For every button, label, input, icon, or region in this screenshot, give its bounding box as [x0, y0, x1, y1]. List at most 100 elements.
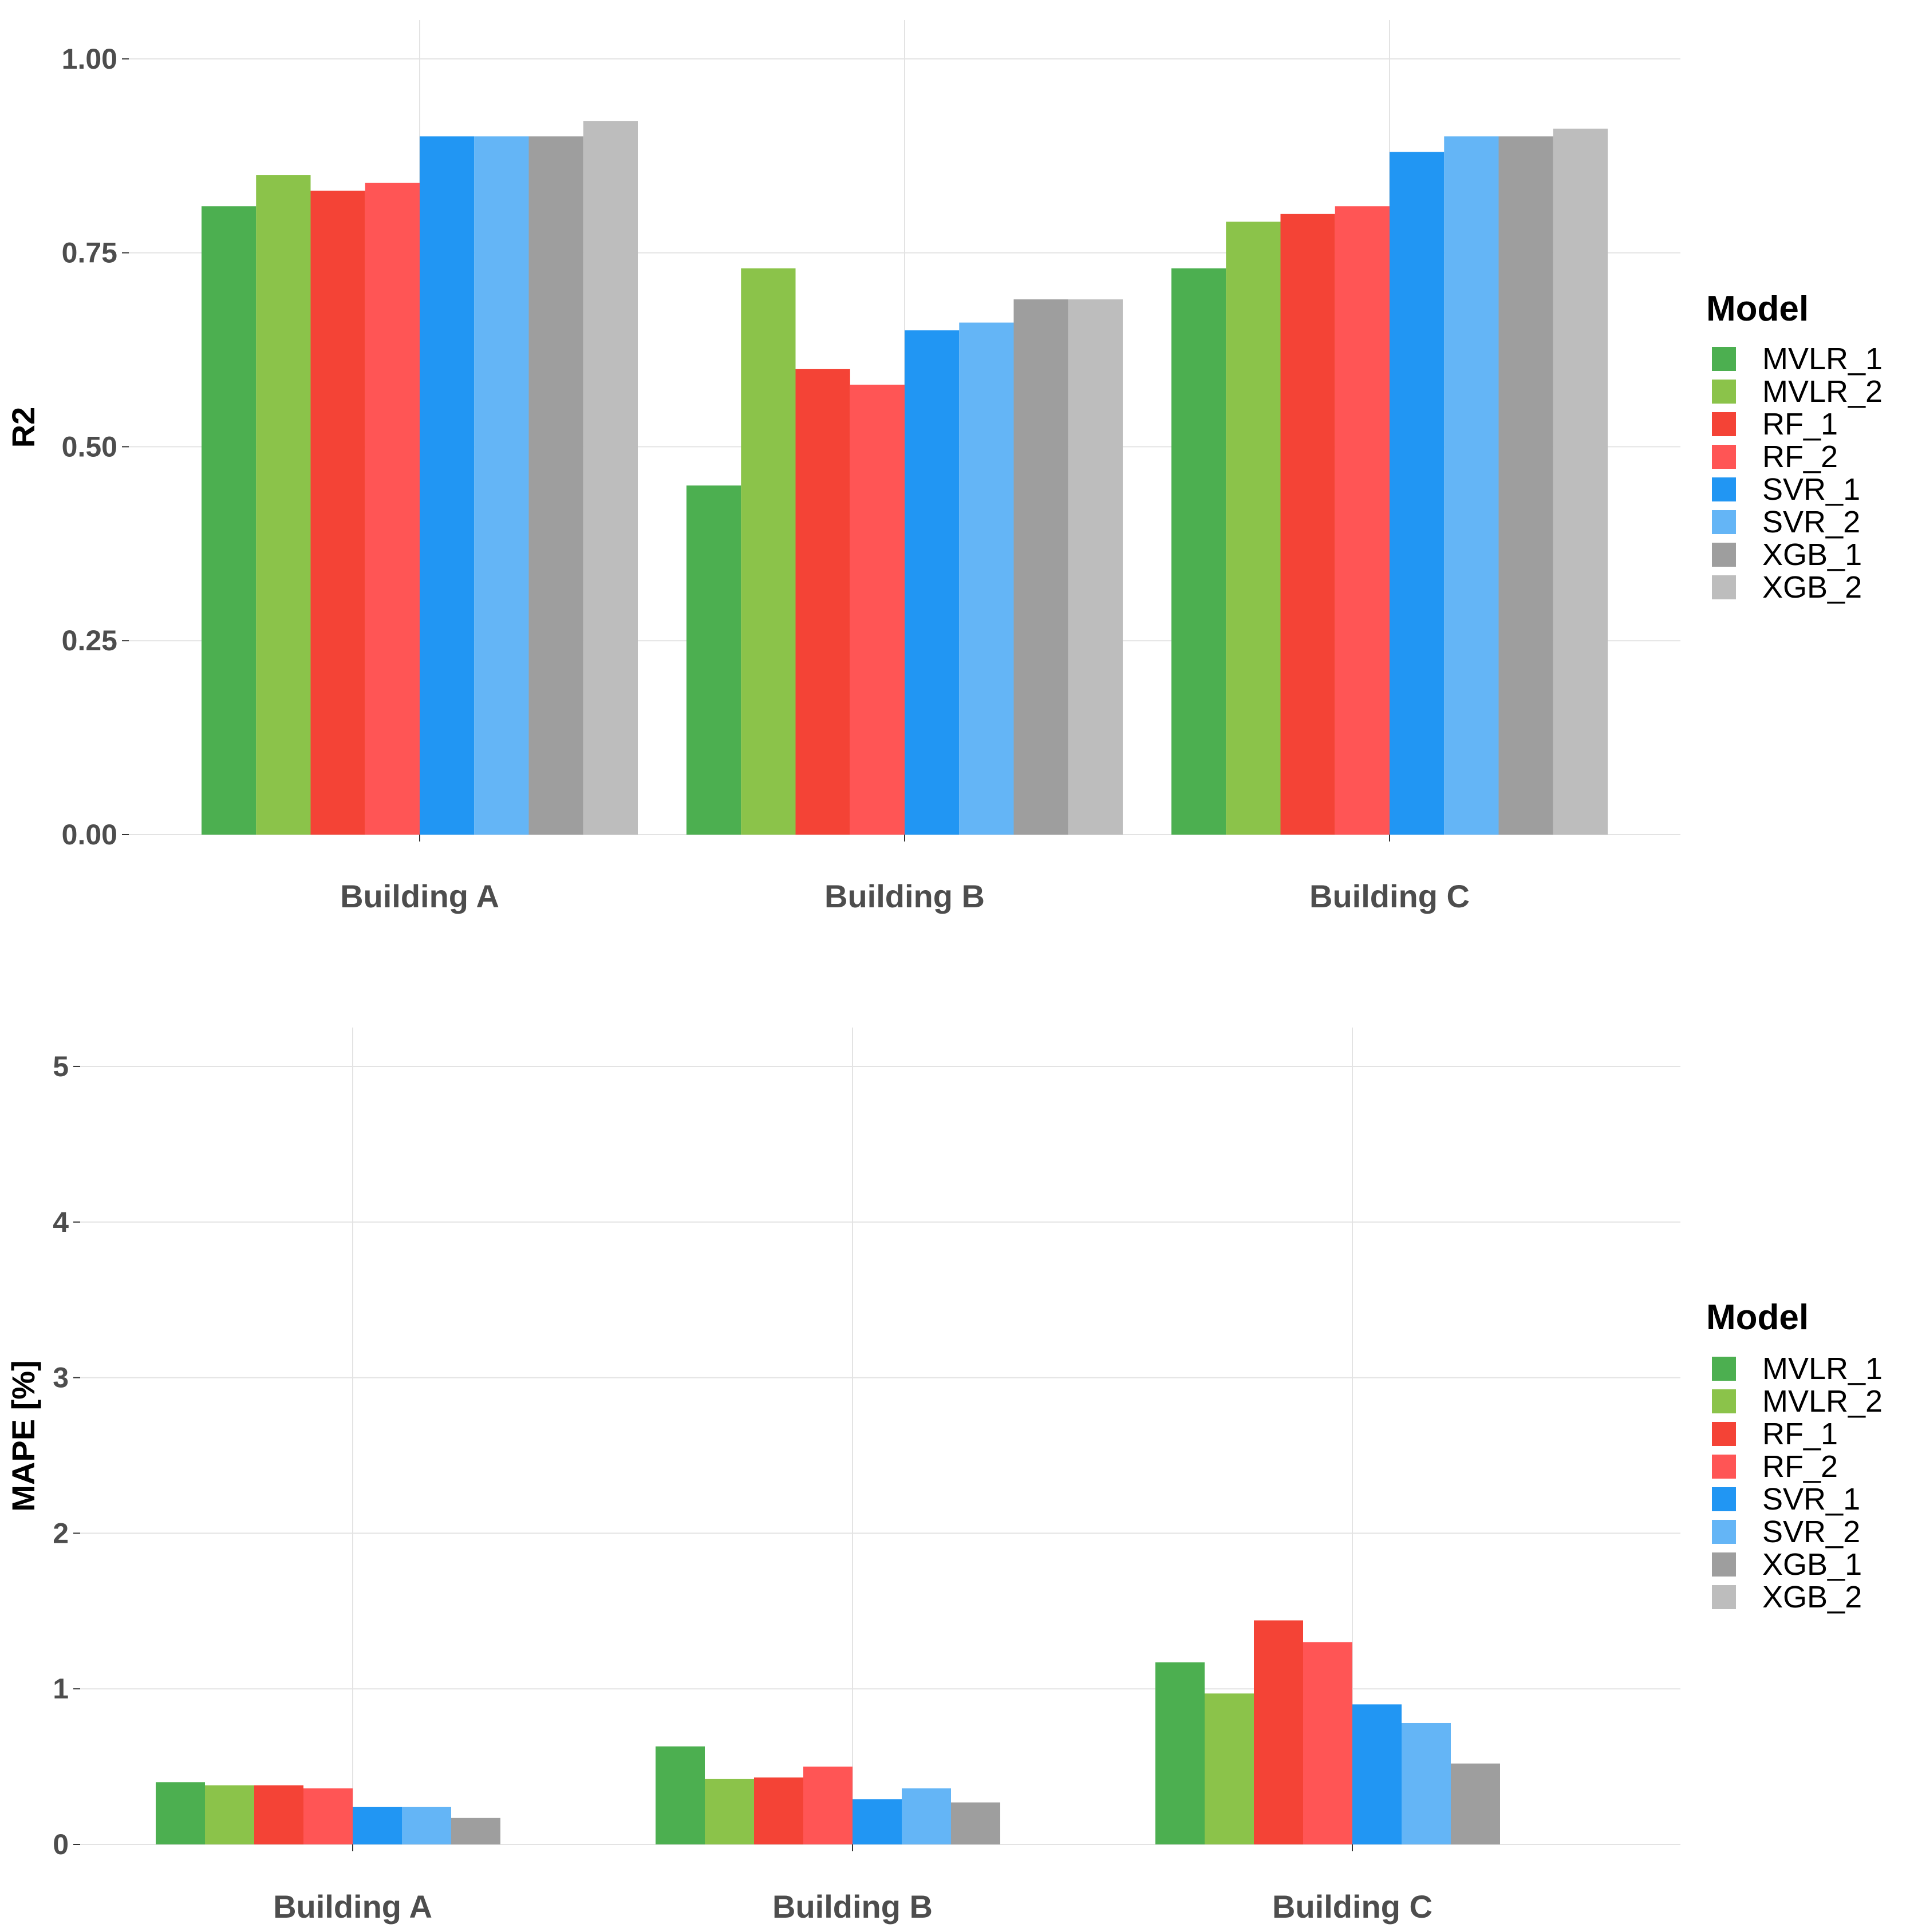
legend-label: SVR_1 [1762, 472, 1860, 507]
bar-svr-2 [474, 136, 529, 835]
legend-swatch [1712, 1585, 1736, 1609]
bar-mvlr-1 [656, 1746, 705, 1844]
r2-chart-panel: 0.00 0.25 0.50 0.75 1.00 Building A Building B… [5, 20, 1883, 914]
y-tick-label: 0.25 [62, 625, 117, 657]
bar-mvlr-1 [1171, 268, 1226, 835]
y-axis-title: R2 [5, 407, 41, 448]
bar-rf-1 [1254, 1620, 1303, 1844]
bar-xgb-1 [1451, 1763, 1500, 1844]
legend-label: RF_1 [1762, 407, 1838, 441]
legend-label: RF_2 [1762, 1449, 1838, 1484]
bar-svr-1 [853, 1799, 902, 1844]
y-tick-label: 0.00 [62, 819, 117, 851]
bar-xgb-1 [528, 136, 583, 835]
bar-xgb-2 [1068, 299, 1123, 835]
bar-svr-1 [1352, 1704, 1402, 1844]
y-tick-label: 0 [53, 1828, 69, 1860]
y-tick-label: 1.00 [62, 43, 117, 75]
bar-svr-2 [1444, 136, 1499, 835]
legend-label: SVR_2 [1762, 505, 1860, 539]
x-category-label: Building C [1272, 1888, 1433, 1925]
legend-swatch [1712, 575, 1736, 599]
bar-xgb-1 [1498, 136, 1553, 835]
bar-mvlr-2 [1226, 222, 1281, 835]
legend-swatch [1712, 380, 1736, 404]
x-category-label: Building A [273, 1888, 432, 1925]
bar-rf-1 [754, 1777, 803, 1844]
bar-rf-1 [795, 369, 850, 835]
legend-swatch [1712, 1389, 1736, 1413]
legend-label: MVLR_2 [1762, 1384, 1883, 1419]
legend-swatch [1712, 1520, 1736, 1544]
bar-rf-2 [850, 384, 905, 835]
bar-mvlr-1 [156, 1782, 205, 1844]
bar-svr-1 [420, 136, 475, 835]
x-category-label: Building B [772, 1888, 933, 1925]
legend-swatch [1712, 1552, 1736, 1577]
bar-mvlr-1 [202, 206, 256, 835]
bar-svr-2 [902, 1788, 951, 1844]
x-category-label: Building B [824, 878, 985, 914]
y-tick-label: 2 [53, 1517, 69, 1549]
bar-svr-2 [959, 322, 1014, 835]
legend-swatch [1712, 543, 1736, 567]
bar-xgb-1 [451, 1818, 500, 1844]
bar-rf-2 [1335, 206, 1390, 835]
bar-rf-2 [303, 1788, 353, 1844]
legend-label: SVR_1 [1762, 1482, 1860, 1516]
legend-title: Model [1706, 1298, 1809, 1337]
legend-title: Model [1706, 289, 1809, 329]
mape-chart-panel: 0 1 2 3 4 5 Building A Building B Building C MAPE… [5, 1028, 1883, 1925]
bar-svr-2 [402, 1807, 451, 1844]
legend: Model MVLR_1MVLR_2RF_1RF_2SVR_1SVR_2XGB_1… [1706, 1298, 1883, 1614]
bar-mvlr-2 [256, 175, 311, 835]
legend-swatch [1712, 412, 1736, 436]
legend-label: XGB_1 [1762, 538, 1862, 572]
legend-label: RF_2 [1762, 440, 1838, 474]
y-tick-label: 0.75 [62, 237, 117, 269]
legend-swatch [1712, 1357, 1736, 1381]
bar-mvlr-2 [741, 268, 796, 835]
bar-svr-1 [353, 1807, 402, 1844]
legend-swatch [1712, 1422, 1736, 1446]
y-axis-title: MAPE [%] [5, 1360, 41, 1511]
bar-mvlr-1 [1155, 1662, 1205, 1844]
legend-swatch [1712, 1487, 1736, 1511]
legend-swatch [1712, 1455, 1736, 1479]
bar-svr-2 [1402, 1722, 1451, 1844]
bar-mvlr-2 [205, 1785, 254, 1844]
legend: Model MVLR_1MVLR_2RF_1RF_2SVR_1SVR_2XGB_1… [1706, 289, 1883, 605]
bar-mvlr-2 [705, 1779, 754, 1844]
legend-label: MVLR_1 [1762, 342, 1883, 376]
x-category-label: Building A [340, 878, 499, 914]
legend-label: XGB_1 [1762, 1547, 1862, 1582]
legend-label: MVLR_2 [1762, 374, 1883, 409]
legend-label: SVR_2 [1762, 1515, 1860, 1549]
y-tick-label: 4 [53, 1206, 69, 1238]
legend-label: MVLR_1 [1762, 1352, 1883, 1386]
legend-swatch [1712, 477, 1736, 501]
bar-rf-2 [1303, 1642, 1352, 1844]
x-category-label: Building C [1309, 878, 1470, 914]
bar-xgb-1 [951, 1802, 1000, 1844]
bar-rf-2 [803, 1767, 853, 1844]
bar-rf-2 [365, 183, 420, 835]
bar-mvlr-2 [1205, 1693, 1254, 1844]
bar-svr-1 [1390, 152, 1445, 835]
y-tick-label: 0.50 [62, 430, 117, 463]
bar-rf-1 [310, 191, 365, 835]
y-tick-label: 1 [53, 1673, 69, 1705]
legend-swatch [1712, 445, 1736, 469]
y-tick-label: 5 [53, 1050, 69, 1082]
legend-label: XGB_2 [1762, 570, 1862, 605]
legend-swatch [1712, 347, 1736, 371]
legend-label: XGB_2 [1762, 1580, 1862, 1614]
legend-swatch [1712, 510, 1736, 534]
bar-mvlr-1 [686, 485, 741, 835]
bar-xgb-2 [583, 121, 638, 835]
legend-label: RF_1 [1762, 1417, 1838, 1451]
bar-svr-1 [905, 330, 960, 835]
bar-xgb-1 [1013, 299, 1068, 835]
bar-rf-1 [254, 1785, 303, 1844]
